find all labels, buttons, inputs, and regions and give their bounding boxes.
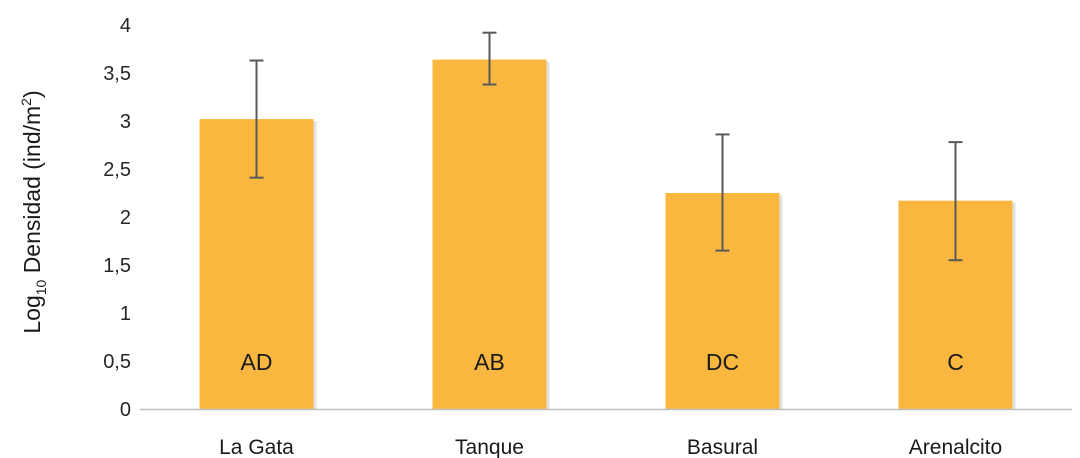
category-label: Tanque: [455, 436, 524, 458]
y-tick-label: 3,5: [103, 63, 131, 85]
bar-significance-label: AD: [241, 349, 273, 375]
y-axis-title: Log10 Densidad (ind/m2): [18, 90, 49, 333]
y-tick-label: 3: [120, 111, 131, 133]
y-tick-label: 0,5: [103, 351, 131, 373]
y-axis-title-text: Densidad (ind/m: [19, 106, 45, 280]
bar-significance-label: C: [947, 349, 964, 375]
y-axis-title-superscript: 2: [18, 98, 34, 106]
category-label: Basural: [687, 436, 758, 458]
category-label: Arenalcito: [909, 436, 1002, 458]
y-tick-label: 4: [120, 15, 131, 37]
bar-labels: AD AB DC C: [241, 349, 964, 375]
bar-significance-label: DC: [706, 349, 739, 375]
y-axis-title-base: Log: [19, 295, 45, 333]
bar-shadows: [202, 61, 1016, 410]
category-labels: La Gata Tanque Basural Arenalcito: [219, 436, 1002, 458]
bar: [432, 59, 547, 410]
y-tick-label: 1: [120, 303, 131, 325]
bar-significance-label: AB: [474, 349, 505, 375]
y-tick-labels: 0 0,5 1 1,5 2 2,5 3 3,5 4: [103, 15, 131, 421]
category-label: La Gata: [219, 436, 294, 458]
y-tick-label: 2: [120, 207, 131, 229]
y-tick-label: 1,5: [103, 255, 131, 277]
y-tick-label: 2,5: [103, 159, 131, 181]
y-tick-label: 0: [120, 399, 131, 421]
y-axis-title-close: ): [19, 90, 45, 98]
error-bars: [249, 31, 963, 262]
y-axis-title-group: Log10 Densidad (ind/m2): [18, 90, 49, 333]
y-axis-title-subscript: 10: [33, 279, 49, 295]
bars: [199, 59, 1013, 410]
